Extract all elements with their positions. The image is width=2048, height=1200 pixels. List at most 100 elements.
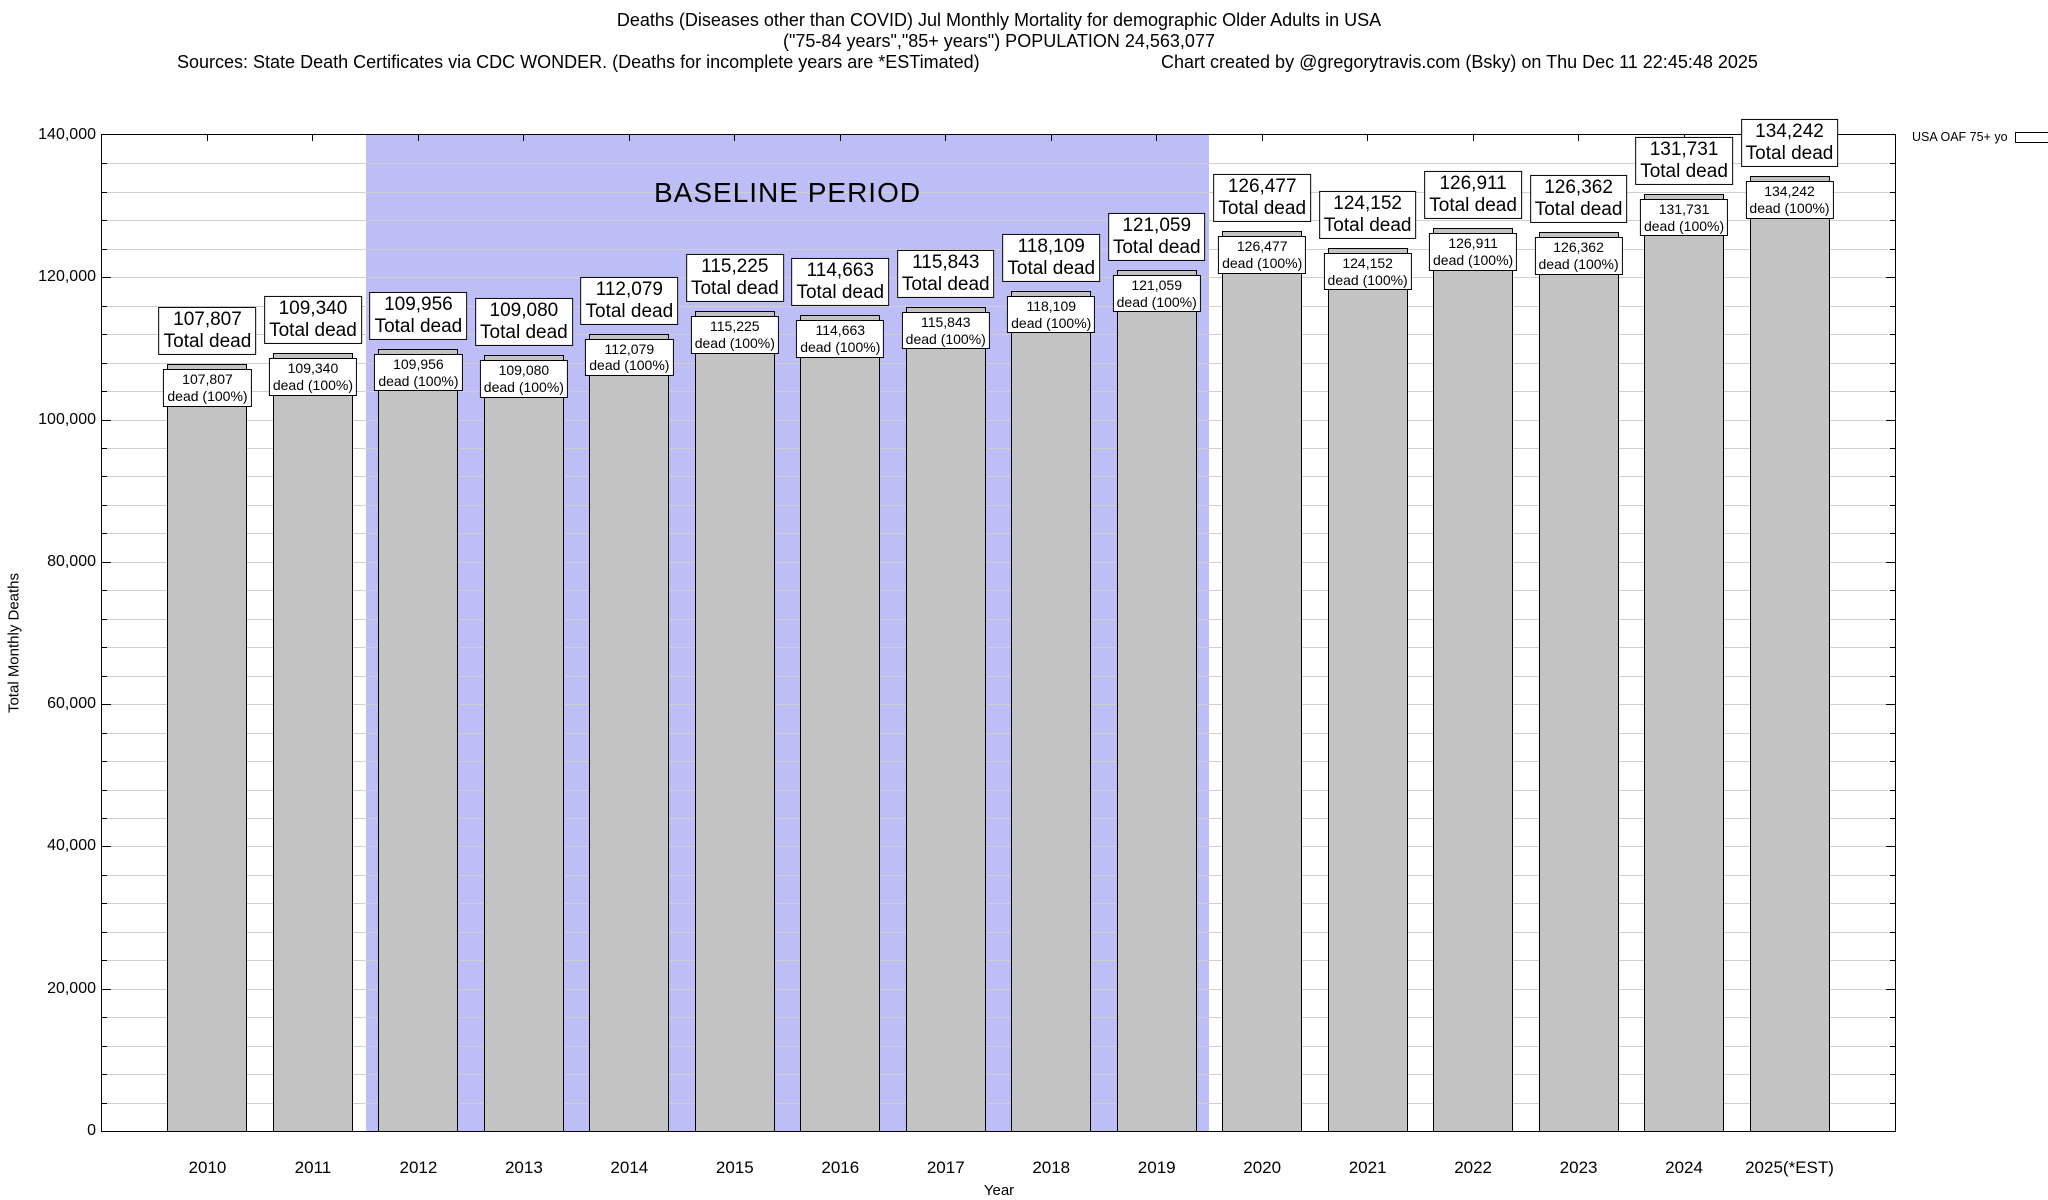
gridline	[102, 817, 1895, 819]
bar-total-label-2023: 126,362 Total dead	[1529, 174, 1628, 224]
x-tick-label-2013: 2013	[504, 1158, 543, 1177]
y-tick-mark	[1890, 220, 1895, 222]
y-tick-mark	[1890, 362, 1895, 364]
bar-inner-label-2010: 107,807 dead (100%)	[163, 369, 252, 407]
bar-2016	[800, 315, 881, 1132]
y-tick-label-60000: 60,000	[47, 695, 96, 713]
bar-total-label-2020: 126,477 Total dead	[1213, 174, 1312, 223]
gridline	[102, 248, 1895, 250]
gridline	[102, 761, 1895, 763]
y-tick-mark	[1890, 761, 1895, 763]
y-tick-mark	[1890, 448, 1895, 450]
gridline	[102, 561, 1895, 563]
gridline	[102, 1017, 1895, 1019]
y-tick-mark	[1890, 732, 1895, 734]
y-tick-label-40000: 40,000	[47, 837, 96, 855]
y-tick-mark	[102, 874, 107, 876]
bar-total-label-2014: 112,079 Total dead	[580, 276, 679, 325]
y-tick-mark	[102, 533, 107, 535]
y-tick-mark	[102, 391, 107, 393]
y-tick-mark	[102, 504, 107, 506]
gridline	[102, 789, 1895, 791]
bar-inner-label-2014: 112,079 dead (100%)	[585, 338, 674, 377]
bar-inner-label-2020: 126,477 dead (100%)	[1218, 236, 1307, 274]
y-tick-mark	[1890, 248, 1895, 250]
y-tick-mark	[1886, 988, 1895, 990]
y-tick-mark	[1890, 476, 1895, 478]
y-tick-mark	[1890, 817, 1895, 819]
y-tick-label-0: 0	[87, 1122, 96, 1139]
y-tick-mark	[1890, 618, 1895, 620]
bar-total-label-2015: 115,225 Total dead	[685, 254, 784, 303]
y-tick-mark	[1890, 903, 1895, 905]
x-tick-label-2024: 2024	[1665, 1158, 1703, 1177]
x-axis-title: Year	[983, 1182, 1015, 1199]
bar-total-label-2016: 114,663 Total dead	[791, 258, 890, 307]
x-tick-label-2011: 2011	[294, 1158, 332, 1177]
gridline	[102, 960, 1895, 962]
y-tick-mark	[102, 590, 107, 592]
x-tick-label-2014: 2014	[610, 1158, 649, 1177]
y-tick-mark	[102, 220, 107, 222]
gridline	[102, 191, 1895, 193]
x-tick-mark	[1578, 135, 1580, 141]
y-axis-title: Total Monthly Deaths	[5, 572, 23, 714]
chart-credit-note: Chart created by @gregorytravis.com (Bsk…	[1161, 52, 1758, 72]
gridline	[102, 988, 1895, 990]
y-tick-mark	[102, 1017, 107, 1019]
y-tick-mark	[102, 846, 111, 848]
x-tick-label-2023: 2023	[1559, 1158, 1598, 1177]
x-tick-label-2016: 2016	[821, 1158, 860, 1177]
bar-total-label-2024: 131,731 Total dead	[1635, 136, 1733, 185]
x-tick-label-2019: 2019	[1137, 1158, 1176, 1177]
bar-2015	[694, 311, 775, 1132]
y-tick-mark	[1890, 533, 1895, 535]
y-tick-mark	[102, 1102, 107, 1104]
y-tick-mark	[1890, 647, 1895, 649]
bar-total-label-2018: 118,109 Total dead	[1002, 233, 1101, 282]
y-tick-mark	[102, 732, 107, 734]
gridline	[102, 704, 1895, 706]
bar-inner-label-2023: 126,362 dead (100%)	[1534, 237, 1623, 275]
bar-total-label-2013: 109,080 Total dead	[475, 297, 573, 346]
bar-inner-label-2024: 131,731 dead (100%)	[1639, 198, 1729, 237]
y-tick-mark	[1890, 191, 1895, 193]
gridline	[102, 903, 1895, 905]
y-tick-mark	[102, 305, 107, 307]
x-tick-mark	[1261, 135, 1263, 141]
legend-swatch	[2014, 131, 2048, 143]
gridline	[102, 220, 1895, 222]
bar-2020	[1222, 231, 1303, 1132]
gridline	[102, 419, 1895, 421]
x-tick-mark	[1156, 135, 1158, 141]
y-tick-mark	[102, 903, 107, 905]
y-tick-mark	[102, 675, 107, 677]
x-tick-label-2025(*EST): 2025(*EST)	[1745, 1158, 1834, 1177]
legend-series-label: USA OAF 75+ yo	[1912, 130, 2008, 144]
y-tick-mark	[102, 277, 111, 279]
bar-total-label-2012: 109,956 Total dead	[369, 291, 468, 340]
bar-total-label-2011: 109,340 Total dead	[264, 296, 362, 345]
bar-total-label-2010: 107,807 Total dead	[158, 306, 257, 356]
y-tick-mark	[102, 476, 107, 478]
y-tick-mark	[1890, 391, 1895, 393]
gridline	[102, 647, 1895, 649]
x-tick-mark	[1367, 135, 1369, 141]
bar-2023	[1538, 232, 1619, 1132]
x-tick-mark	[628, 135, 630, 141]
bar-inner-label-2021: 124,152 dead (100%)	[1323, 252, 1412, 291]
y-tick-mark	[1890, 504, 1895, 506]
bar-2012	[378, 348, 459, 1132]
y-tick-mark	[102, 248, 107, 250]
bar-inner-label-2017: 115,843 dead (100%)	[901, 311, 990, 350]
bar-inner-label-2015: 115,225 dead (100%)	[690, 316, 779, 354]
y-tick-mark	[1890, 1017, 1895, 1019]
gridline	[102, 1045, 1895, 1047]
bar-2025(*EST)	[1749, 175, 1830, 1132]
y-tick-mark	[1890, 163, 1895, 165]
x-tick-label-2010: 2010	[188, 1158, 227, 1177]
y-tick-mark	[102, 334, 107, 336]
bar-2017	[905, 306, 986, 1132]
y-tick-mark	[102, 448, 107, 450]
